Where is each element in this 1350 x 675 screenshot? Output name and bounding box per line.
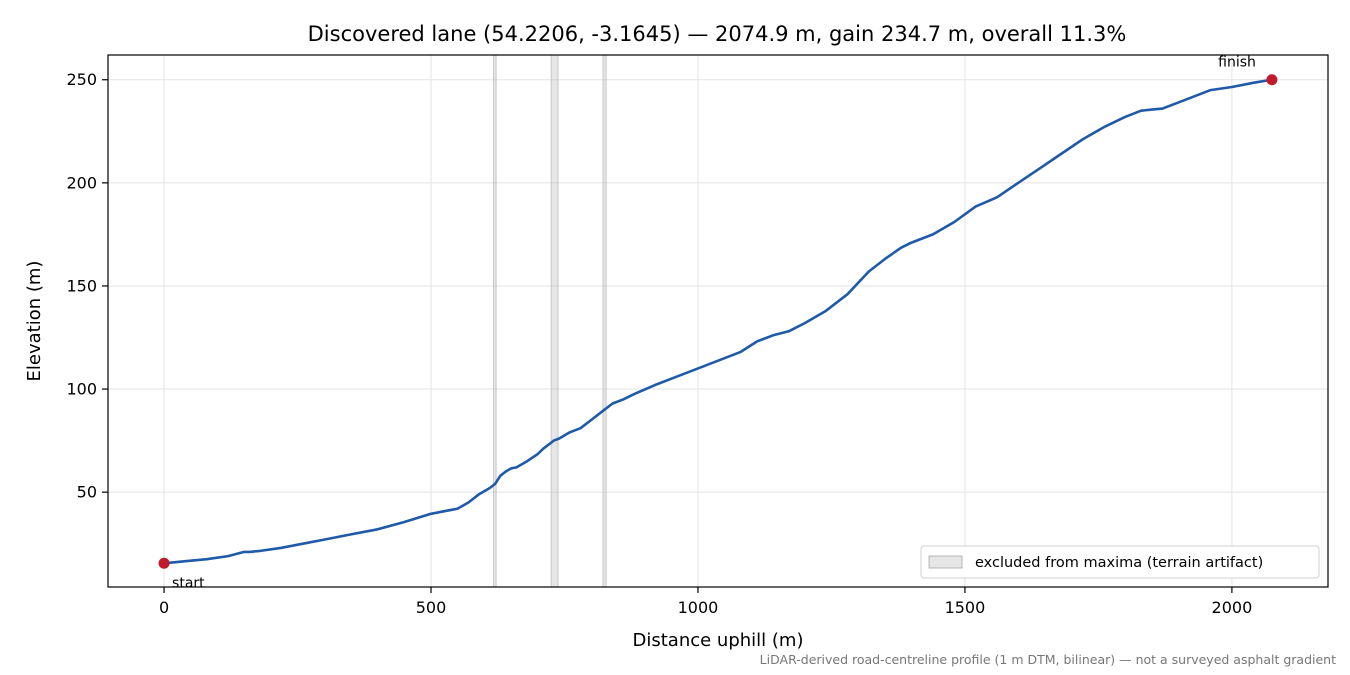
excluded-region-0 bbox=[492, 54, 497, 588]
y-tick-label-150: 150 bbox=[66, 276, 97, 295]
x-axis-ticks: 0 500 1000 1500 2000 bbox=[159, 587, 1252, 617]
footnote: LiDAR-derived road-centreline profile (1… bbox=[760, 652, 1336, 667]
endpoint-markers: start finish bbox=[158, 55, 1278, 591]
series-layer bbox=[162, 78, 1274, 565]
x-tick-label-500: 500 bbox=[416, 598, 447, 617]
legend-entry-excluded: excluded from maxima (terrain artifact) bbox=[975, 555, 1263, 571]
excluded-region-1 bbox=[550, 54, 559, 588]
plot-frame bbox=[107, 54, 1329, 588]
x-tick-label-1000: 1000 bbox=[678, 598, 719, 617]
y-tick-label-100: 100 bbox=[66, 380, 97, 399]
x-axis-label: Distance uphill (m) bbox=[633, 630, 804, 651]
chart-title: Discovered lane (54.2206, -3.1645) — 207… bbox=[308, 22, 1127, 46]
excluded-regions bbox=[492, 54, 607, 588]
y-tick-label-200: 200 bbox=[66, 173, 97, 192]
y-axis-ticks: 50 100 150 200 250 bbox=[66, 70, 108, 502]
x-tick-label-0: 0 bbox=[159, 598, 169, 617]
x-tick-label-1500: 1500 bbox=[945, 598, 986, 617]
y-tick-label-50: 50 bbox=[77, 483, 97, 502]
legend: excluded from maxima (terrain artifact) bbox=[920, 545, 1320, 579]
y-axis-label: Elevation (m) bbox=[24, 261, 45, 382]
endpoint-label-start: start bbox=[172, 575, 205, 591]
elevation-line-0 bbox=[162, 78, 1274, 565]
endpoint-label-finish: finish bbox=[1218, 55, 1256, 71]
y-tick-label-250: 250 bbox=[66, 70, 97, 89]
legend-swatch bbox=[928, 555, 963, 569]
endpoint-marker-finish bbox=[1266, 74, 1278, 86]
x-tick-label-2000: 2000 bbox=[1212, 598, 1253, 617]
legend-box bbox=[920, 545, 1320, 579]
endpoint-marker-start bbox=[158, 557, 170, 569]
excluded-region-2 bbox=[602, 54, 607, 588]
grid bbox=[108, 55, 1328, 587]
